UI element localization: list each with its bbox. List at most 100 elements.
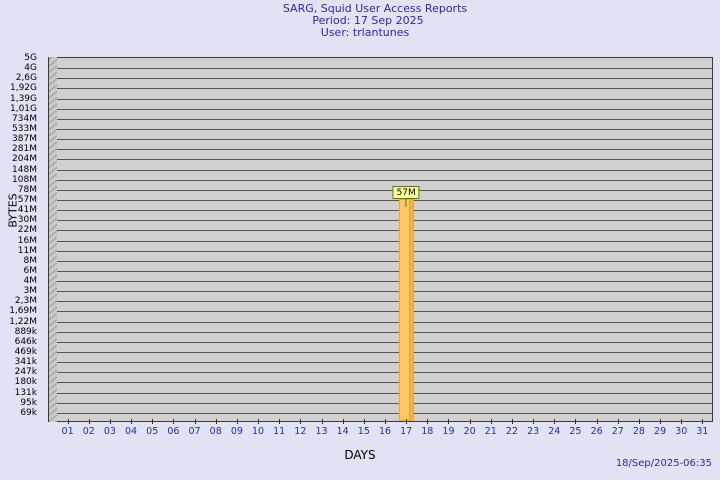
gridline — [57, 261, 712, 262]
report-timestamp: 18/Sep/2025-06:35 — [615, 458, 712, 469]
x-tick-mark — [215, 419, 217, 424]
x-tick-label: 12 — [294, 426, 307, 437]
gridline — [57, 200, 712, 201]
x-tick-mark — [342, 419, 344, 424]
y-tick-label: 2,3M — [14, 296, 37, 306]
y-tick-label: 1,39G — [9, 94, 37, 104]
period-label: Period: 17 Sep 2025 — [312, 14, 424, 27]
x-tick-label: 18 — [421, 426, 434, 437]
x-tick-mark — [575, 419, 577, 424]
bar — [398, 195, 418, 421]
y-tick-label: 11M — [17, 246, 37, 256]
gridline — [57, 301, 712, 302]
y-tick-label: 3M — [23, 286, 38, 296]
gridline — [57, 88, 712, 89]
plot-canvas — [57, 57, 713, 422]
x-tick-label: 14 — [336, 426, 349, 437]
x-tick-label: 15 — [357, 426, 370, 437]
gridline — [57, 139, 712, 140]
gridline — [57, 68, 712, 69]
y-tick-label: 533M — [12, 124, 37, 134]
page-title: SARG, Squid User Access Reports — [282, 2, 468, 15]
x-tick-mark — [511, 419, 513, 424]
bar-data-label-text: 57M — [392, 186, 420, 199]
y-tick-label: 30M — [17, 215, 37, 225]
x-tick-label: 21 — [484, 426, 497, 437]
gridline — [57, 109, 712, 110]
y-tick-label: 247k — [14, 367, 37, 377]
gridline — [57, 413, 712, 414]
y-tick-label: 41M — [17, 205, 37, 215]
y-tick-label: 8M — [23, 256, 38, 266]
gridline — [57, 241, 712, 242]
x-tick-mark — [194, 419, 196, 424]
x-tick-label: 09 — [230, 426, 243, 437]
x-tick-label: 07 — [188, 426, 201, 437]
gridline — [57, 190, 712, 191]
x-tick-mark — [152, 419, 154, 424]
y-tick-label: 204M — [12, 154, 37, 164]
x-tick-mark — [448, 419, 450, 424]
x-tick-mark — [427, 419, 429, 424]
gridline — [57, 393, 712, 394]
y-tick-label: 1,69M — [9, 306, 37, 316]
x-tick-label: 19 — [442, 426, 455, 437]
x-tick-mark — [406, 419, 408, 424]
x-tick-mark — [638, 419, 640, 424]
y-tick-label: 4M — [23, 276, 38, 286]
y-tick-label: 6M — [23, 266, 38, 276]
gridline — [57, 342, 712, 343]
y-tick-label: 889k — [14, 327, 37, 337]
x-tick-label: 24 — [548, 426, 561, 437]
x-tick-label: 17 — [400, 426, 413, 437]
bar-side-face — [408, 199, 414, 421]
y-tick-label: 2,6G — [15, 73, 37, 83]
x-tick-label: 01 — [61, 426, 74, 437]
gridline — [57, 210, 712, 211]
x-tick-label: 13 — [315, 426, 328, 437]
gridline — [57, 170, 712, 171]
x-tick-label: 16 — [378, 426, 392, 437]
x-tick-label: 25 — [569, 426, 582, 437]
chart-plot-area: 5G 4G 2,6G 1,92G 1,39G 1,01G 734M 533M 387M 281M 2… — [9, 54, 713, 422]
x-tick-label: 05 — [146, 426, 159, 437]
x-tick-mark — [596, 419, 598, 424]
x-tick-mark — [363, 419, 365, 424]
x-tick-label: 20 — [463, 426, 476, 437]
y-tick-label: 469k — [14, 347, 37, 357]
x-axis-title: DAYS — [344, 448, 376, 462]
gridline — [57, 362, 712, 363]
x-tick-mark — [279, 419, 281, 424]
x-tick-mark — [258, 419, 260, 424]
gridline — [57, 119, 712, 120]
x-tick-label: 10 — [251, 426, 265, 437]
y-tick-label: 646k — [14, 337, 37, 347]
x-tick-mark — [67, 419, 69, 424]
plot-left-bevel — [48, 57, 57, 422]
gridline — [57, 291, 712, 292]
y-tick-label: 4G — [24, 63, 37, 73]
x-tick-mark — [236, 419, 238, 424]
x-axis-ticks: 01 02 03 04 05 06 07 08 09 10 11 12 13 14 15 16 17 18 19 20… — [48, 419, 713, 442]
y-tick-label: 95k — [20, 398, 37, 408]
x-tick-label: 08 — [209, 426, 222, 437]
y-tick-label: 148M — [12, 165, 37, 175]
gridline — [57, 322, 712, 323]
gridline — [57, 281, 712, 282]
x-tick-mark — [385, 419, 386, 424]
x-tick-label: 26 — [590, 426, 603, 437]
bar-data-label-stem — [405, 199, 407, 207]
gridline — [57, 372, 712, 373]
x-tick-label: 11 — [273, 426, 286, 437]
y-tick-label: 108M — [12, 175, 37, 185]
y-tick-label: 1,22M — [9, 317, 37, 327]
gridline — [57, 99, 712, 100]
x-tick-label: 30 — [675, 426, 688, 437]
gridline — [57, 352, 712, 353]
x-tick-mark — [109, 419, 111, 424]
bar-data-label: 57M — [392, 180, 420, 207]
chart-header: SARG, Squid User Access Reports Period: … — [0, 3, 720, 39]
y-tick-label: 341k — [14, 357, 37, 367]
x-tick-mark — [321, 419, 323, 424]
y-tick-label: 1,01G — [9, 104, 37, 114]
